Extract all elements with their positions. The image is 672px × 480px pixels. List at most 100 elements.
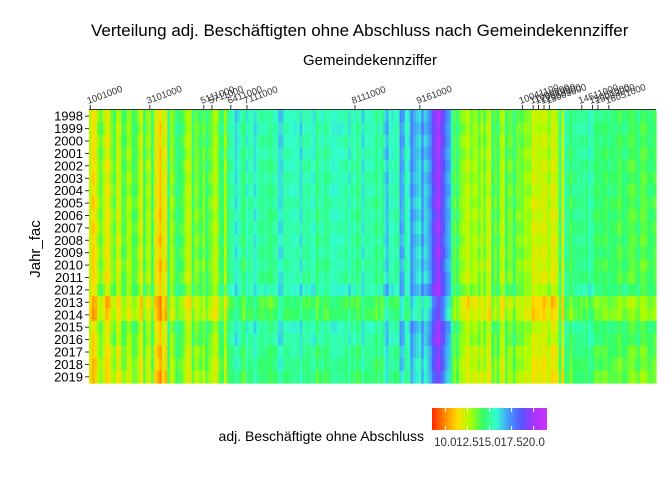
heatmap-cell (564, 370, 568, 384)
heatmap-cell (224, 147, 228, 161)
heatmap-cell (375, 296, 379, 310)
heatmap-cell (194, 258, 198, 272)
heatmap-cell (612, 271, 617, 285)
heatmap-cell (440, 184, 444, 198)
heatmap-cell (464, 246, 468, 260)
heatmap-cell (507, 271, 511, 285)
heatmap-cell (375, 209, 379, 223)
heatmap-cell (159, 122, 163, 136)
heatmap-cell (537, 246, 541, 260)
heatmap-cell (167, 159, 171, 173)
heatmap-cell (404, 358, 409, 372)
heatmap-cell (575, 122, 579, 136)
heatmap-cell (99, 296, 104, 310)
heatmap-cell (458, 370, 463, 384)
heatmap-cell (218, 147, 222, 161)
heatmap-cell (388, 333, 392, 347)
heatmap-cell (232, 159, 236, 173)
heatmap-cell (318, 147, 322, 161)
heatmap-cell (620, 221, 625, 235)
heatmap-cell (186, 370, 190, 384)
heatmap-cell (264, 333, 268, 347)
heatmap-cell (515, 209, 519, 223)
heatmap-cell (610, 271, 614, 285)
heatmap-cell (521, 147, 525, 161)
heatmap-cell (178, 333, 182, 347)
heatmap-cell (564, 333, 568, 347)
heatmap-cell (531, 370, 536, 384)
heatmap-cell (113, 184, 117, 198)
heatmap-cell (494, 283, 498, 297)
heatmap-cell (126, 358, 131, 372)
heatmap-cell (180, 172, 185, 186)
heatmap-cell (202, 370, 206, 384)
heatmap-cell (118, 333, 122, 347)
heatmap-cell (275, 172, 279, 186)
heatmap-cell (315, 122, 320, 136)
heatmap-cell (134, 221, 139, 235)
heatmap-cell (224, 221, 228, 235)
heatmap-cell (326, 147, 330, 161)
heatmap-cell (129, 209, 133, 223)
heatmap-cell (407, 283, 411, 297)
heatmap-cell (221, 296, 225, 310)
heatmap-cell (140, 234, 144, 248)
heatmap-cell (296, 320, 301, 334)
heatmap-cell (267, 234, 271, 248)
heatmap-cell (531, 134, 536, 148)
heatmap-cell (242, 110, 247, 124)
heatmap-cell (383, 370, 387, 384)
heatmap-cell (359, 358, 363, 372)
heatmap-cell (485, 333, 490, 347)
heatmap-cell (267, 196, 271, 210)
heatmap-cell (145, 358, 149, 372)
heatmap-cell (205, 246, 209, 260)
heatmap-cell (89, 358, 93, 372)
heatmap-cell (97, 320, 101, 334)
heatmap-cell (380, 172, 384, 186)
heatmap-cell (377, 184, 382, 198)
heatmap-cell (602, 345, 606, 359)
heatmap-cell (167, 209, 171, 223)
heatmap-cell (121, 122, 125, 136)
heatmap-cell (91, 358, 95, 372)
heatmap-cell (237, 209, 241, 223)
heatmap-cell (178, 134, 182, 148)
heatmap-cell (515, 234, 519, 248)
heatmap-cell (402, 159, 406, 173)
heatmap-cell (583, 122, 587, 136)
heatmap-cell (566, 196, 571, 210)
heatmap-cell (164, 184, 168, 198)
legend-color-bar (432, 408, 547, 430)
heatmap-cell (278, 258, 282, 272)
heatmap-cell (464, 258, 468, 272)
heatmap-cell (442, 358, 446, 372)
heatmap-cell (286, 370, 290, 384)
heatmap-cell (523, 122, 527, 136)
heatmap-cell (629, 370, 633, 384)
heatmap-cell (321, 308, 325, 322)
heatmap-cell (194, 296, 198, 310)
heatmap-cell (348, 333, 352, 347)
heatmap-cell (556, 184, 560, 198)
heatmap-cell (102, 134, 106, 148)
heatmap-cell (253, 122, 257, 136)
heatmap-cell (159, 196, 163, 210)
heatmap-cell (164, 196, 168, 210)
heatmap-cell (332, 209, 336, 223)
heatmap-cell (218, 184, 222, 198)
heatmap-cell (359, 159, 363, 173)
heatmap-cell (496, 234, 500, 248)
heatmap-cell (542, 271, 546, 285)
heatmap-cell (234, 246, 239, 260)
heatmap-cell (261, 258, 266, 272)
heatmap-cell (523, 370, 527, 384)
heatmap-cell (488, 271, 492, 285)
heatmap-cell (391, 283, 395, 297)
heatmap-cell (107, 358, 112, 372)
heatmap-cell (91, 333, 95, 347)
heatmap-cell (148, 283, 152, 297)
heatmap-cell (499, 196, 503, 210)
heatmap-cell (512, 172, 517, 186)
heatmap-cell (183, 122, 187, 136)
